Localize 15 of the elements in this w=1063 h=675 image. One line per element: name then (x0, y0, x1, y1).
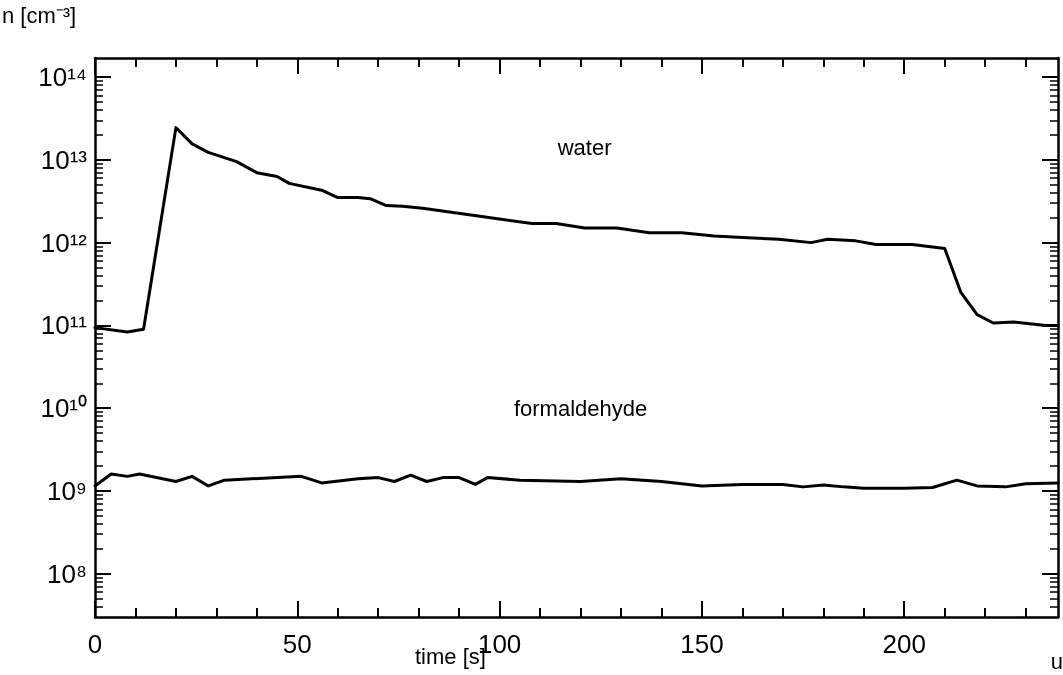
x-tick-label: 0 (87, 629, 103, 659)
text: water (556, 134, 612, 160)
x-tick-label: 150 (680, 629, 724, 659)
y-tick-label: 10¹⁴ (38, 62, 87, 93)
y-tick-label: 10¹³ (40, 144, 88, 175)
text: u (1050, 648, 1063, 674)
x-tick-label: 200 (882, 629, 926, 659)
x-tick-label: 50 (282, 629, 312, 659)
y-tick-label: 10¹¹ (40, 310, 88, 341)
y-axis-title: n [cm⁻³] (2, 2, 77, 28)
text: formaldehyde (513, 396, 648, 422)
y-tick-label: 10¹² (40, 227, 88, 258)
y-tick-label: 10⁸ (47, 558, 87, 589)
y-tick-label: 10⁹ (46, 475, 87, 506)
y-tick-label: 10¹⁰ (40, 393, 87, 424)
